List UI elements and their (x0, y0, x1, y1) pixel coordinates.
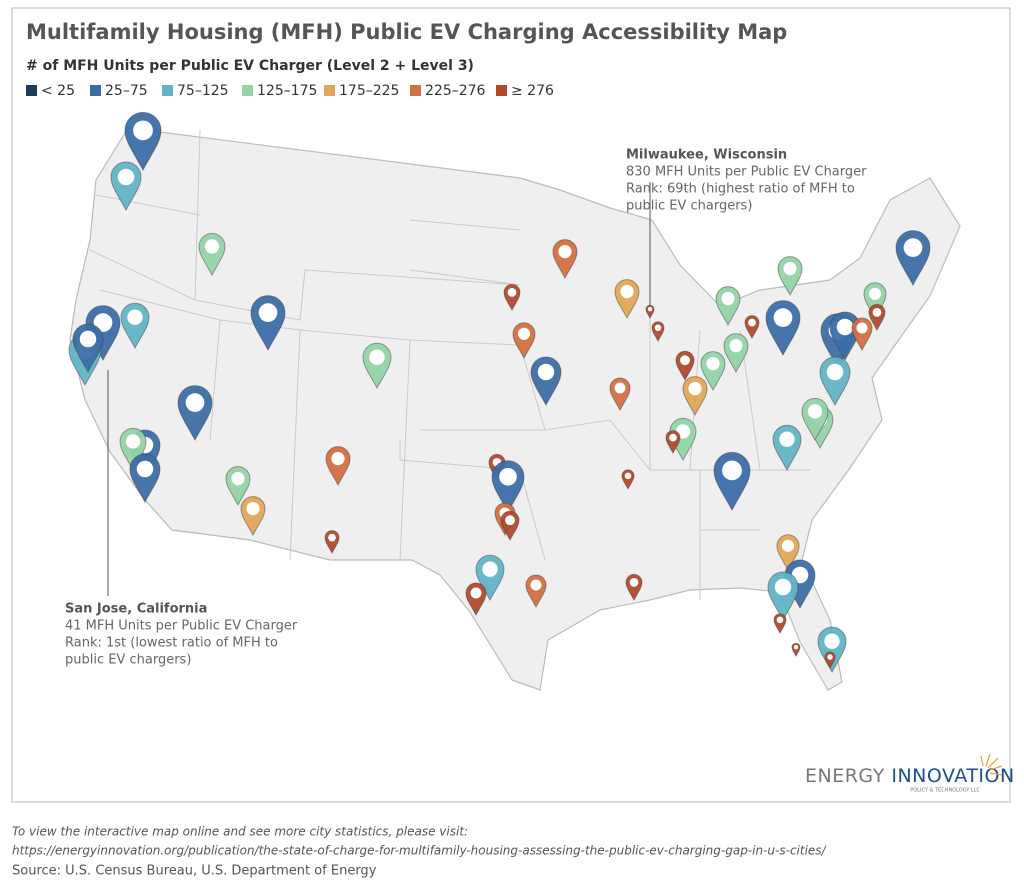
pin-hole (748, 318, 756, 327)
pin-hole (826, 363, 844, 381)
footer-source: Source: U.S. Census Bureau, U.S. Departm… (12, 864, 377, 879)
pin-hole (629, 578, 639, 587)
pin-hole (517, 327, 531, 340)
pin-hole (499, 468, 517, 486)
legend-swatch (496, 85, 507, 96)
footer-url: https://energyinnovation.org/publication… (12, 844, 828, 858)
pin-hole (779, 431, 795, 447)
pin-hole (654, 324, 662, 332)
logo-sun (980, 753, 1003, 776)
pin-hole (827, 654, 833, 660)
title: Multifamily Housing (MFH) Public EV Char… (26, 20, 787, 44)
annotation-title: San Jose, California (65, 602, 207, 617)
pin-hole (680, 355, 690, 366)
pin-hole (624, 472, 632, 480)
annotation-line: public EV chargers) (65, 653, 191, 668)
pin-hole (470, 587, 482, 599)
pin-hole (133, 120, 153, 141)
pin-hole (258, 303, 278, 322)
legend-swatch (90, 85, 101, 96)
legend-label: 125–175 (257, 83, 317, 99)
legend-label: 225–276 (425, 83, 486, 99)
pin-hole (774, 578, 792, 596)
legend-label: ≥ 276 (511, 83, 554, 99)
pin-hole (482, 561, 498, 577)
pin-hole (903, 238, 923, 257)
legend-label: 25–75 (105, 83, 148, 99)
pin-hole (856, 322, 868, 334)
subtitle: # of MFH Units per Public EV Charger (Le… (26, 58, 474, 74)
pin-hole (505, 515, 515, 526)
annotation-line: public EV chargers) (626, 199, 752, 214)
legend-swatch (324, 85, 335, 96)
annotation-title: Milwaukee, Wisconsin (626, 148, 787, 163)
pin-hole (127, 309, 143, 325)
logo-word: ENERGY (805, 765, 885, 787)
pin-hole (824, 633, 840, 649)
pin-hole (558, 245, 572, 259)
pin-hole (706, 357, 720, 371)
pin-hole (783, 262, 797, 276)
logo-word: INNOVATION (891, 765, 1014, 787)
legend-swatch (162, 85, 173, 96)
pin-hole (185, 393, 205, 412)
pin-hole (331, 452, 345, 466)
legend-label: 75–125 (177, 83, 229, 99)
pin-hole (729, 339, 743, 353)
annotation-line: 830 MFH Units per Public EV Charger (626, 165, 867, 180)
pin-hole (369, 349, 385, 365)
footer-note: To view the interactive map online and s… (12, 825, 468, 839)
pin-hole (781, 539, 795, 552)
annotation-line: 41 MFH Units per Public EV Charger (65, 619, 298, 634)
pin-hole (93, 313, 113, 332)
pin-hole (117, 168, 135, 186)
logo-tagline: POLICY & TECHNOLOGY LLC (910, 788, 980, 794)
pin-hole (647, 307, 653, 312)
pin-hole (721, 292, 735, 306)
pin-hole (773, 308, 793, 327)
pin-hole (79, 330, 97, 348)
legend-label: 175–225 (339, 83, 399, 99)
pin-hole (722, 460, 742, 481)
pin-hole (872, 308, 882, 317)
pin-hole (530, 579, 542, 591)
logo-name: ENERGY INNOVATION (805, 765, 1015, 787)
pin-hole (776, 616, 784, 624)
pin-hole (807, 404, 823, 419)
pin-hole (614, 382, 626, 394)
legend-swatch (242, 85, 253, 96)
pin-hole (136, 460, 154, 478)
pin-hole (836, 318, 854, 336)
pin-hole (507, 288, 517, 297)
legend-label: < 25 (41, 83, 75, 99)
pin-hole (620, 285, 634, 299)
pin-hole (688, 382, 702, 396)
pin-hole (125, 434, 141, 449)
legend-swatch (26, 85, 37, 96)
pin-hole (669, 433, 677, 442)
pin-hole (793, 645, 799, 650)
annotation-line: Rank: 1st (lowest ratio of MFH to (65, 636, 278, 651)
pin-hole (204, 239, 220, 254)
legend-swatch (410, 85, 421, 96)
pin-hole (328, 533, 336, 542)
pin-hole (537, 363, 555, 381)
pin-hole (231, 472, 245, 486)
annotation-line: Rank: 69th (highest ratio of MFH to (626, 182, 855, 197)
pin-hole (868, 287, 882, 300)
pin-hole (246, 502, 260, 516)
